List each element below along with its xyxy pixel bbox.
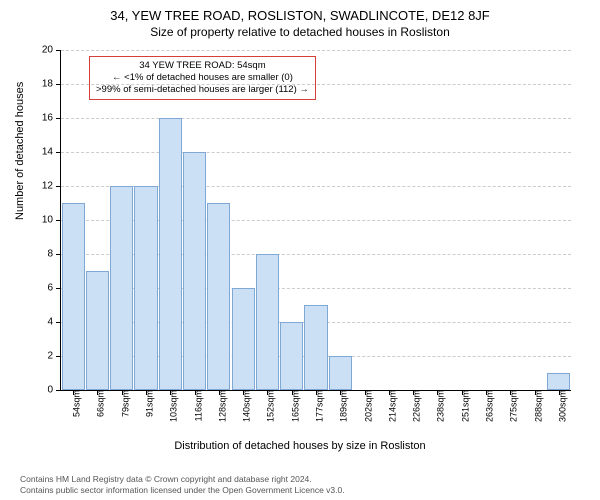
- page-subtitle: Size of property relative to detached ho…: [0, 23, 600, 39]
- x-tick-label: 288sqm: [526, 390, 543, 422]
- y-tick-label: 2: [47, 351, 61, 362]
- x-tick-label: 275sqm: [502, 390, 519, 422]
- page-title: 34, YEW TREE ROAD, ROSLISTON, SWADLINCOT…: [0, 0, 600, 23]
- y-axis-label: Number of detached houses: [14, 82, 26, 220]
- histogram-bar: [329, 356, 352, 390]
- x-axis-label: Distribution of detached houses by size …: [0, 440, 600, 452]
- x-tick-label: 103sqm: [162, 390, 179, 422]
- x-tick-label: 165sqm: [283, 390, 300, 422]
- chart-container: 34, YEW TREE ROAD, ROSLISTON, SWADLINCOT…: [0, 0, 600, 500]
- histogram-bar: [232, 288, 255, 390]
- x-tick-label: 189sqm: [332, 390, 349, 422]
- y-tick-label: 16: [42, 113, 61, 124]
- histogram-bar: [256, 254, 279, 390]
- annotation-line-1: 34 YEW TREE ROAD: 54sqm: [96, 60, 309, 72]
- histogram-bar: [110, 186, 133, 390]
- x-tick-label: 226sqm: [405, 390, 422, 422]
- y-tick-label: 10: [42, 215, 61, 226]
- x-tick-label: 54sqm: [65, 390, 82, 417]
- y-tick-label: 12: [42, 181, 61, 192]
- gridline: [61, 50, 571, 51]
- footer-line-2: Contains public sector information licen…: [20, 485, 345, 496]
- gridline: [61, 118, 571, 119]
- footer-attribution: Contains HM Land Registry data © Crown c…: [20, 474, 345, 496]
- x-tick-label: 214sqm: [380, 390, 397, 422]
- x-tick-label: 177sqm: [308, 390, 325, 422]
- plot-area: 34 YEW TREE ROAD: 54sqm ← <1% of detache…: [60, 50, 571, 391]
- histogram-bar: [134, 186, 157, 390]
- annotation-line-3: >99% of semi-detached houses are larger …: [96, 84, 309, 96]
- x-tick-label: 116sqm: [186, 390, 203, 421]
- y-tick-label: 0: [47, 385, 61, 396]
- y-tick-label: 8: [47, 249, 61, 260]
- annotation-line-2: ← <1% of detached houses are smaller (0): [96, 72, 309, 84]
- histogram-bar: [280, 322, 303, 390]
- x-tick-label: 91sqm: [138, 390, 155, 417]
- y-tick-label: 20: [42, 45, 61, 56]
- histogram-bar: [62, 203, 85, 390]
- x-tick-label: 140sqm: [235, 390, 252, 422]
- x-tick-label: 66sqm: [89, 390, 106, 417]
- y-tick-label: 4: [47, 317, 61, 328]
- x-tick-label: 300sqm: [550, 390, 567, 422]
- footer-line-1: Contains HM Land Registry data © Crown c…: [20, 474, 345, 485]
- histogram-bar: [547, 373, 570, 390]
- x-tick-label: 263sqm: [478, 390, 495, 422]
- x-tick-label: 238sqm: [429, 390, 446, 422]
- x-tick-label: 202sqm: [356, 390, 373, 422]
- histogram-bar: [159, 118, 182, 390]
- gridline: [61, 84, 571, 85]
- y-tick-label: 14: [42, 147, 61, 158]
- x-tick-label: 251sqm: [453, 390, 470, 422]
- histogram-bar: [304, 305, 327, 390]
- histogram-bar: [183, 152, 206, 390]
- x-tick-label: 128sqm: [210, 390, 227, 422]
- annotation-box: 34 YEW TREE ROAD: 54sqm ← <1% of detache…: [89, 56, 316, 100]
- x-tick-label: 79sqm: [113, 390, 130, 417]
- histogram-bar: [207, 203, 230, 390]
- y-tick-label: 18: [42, 79, 61, 90]
- gridline: [61, 152, 571, 153]
- y-tick-label: 6: [47, 283, 61, 294]
- histogram-bar: [86, 271, 109, 390]
- x-tick-label: 152sqm: [259, 390, 276, 422]
